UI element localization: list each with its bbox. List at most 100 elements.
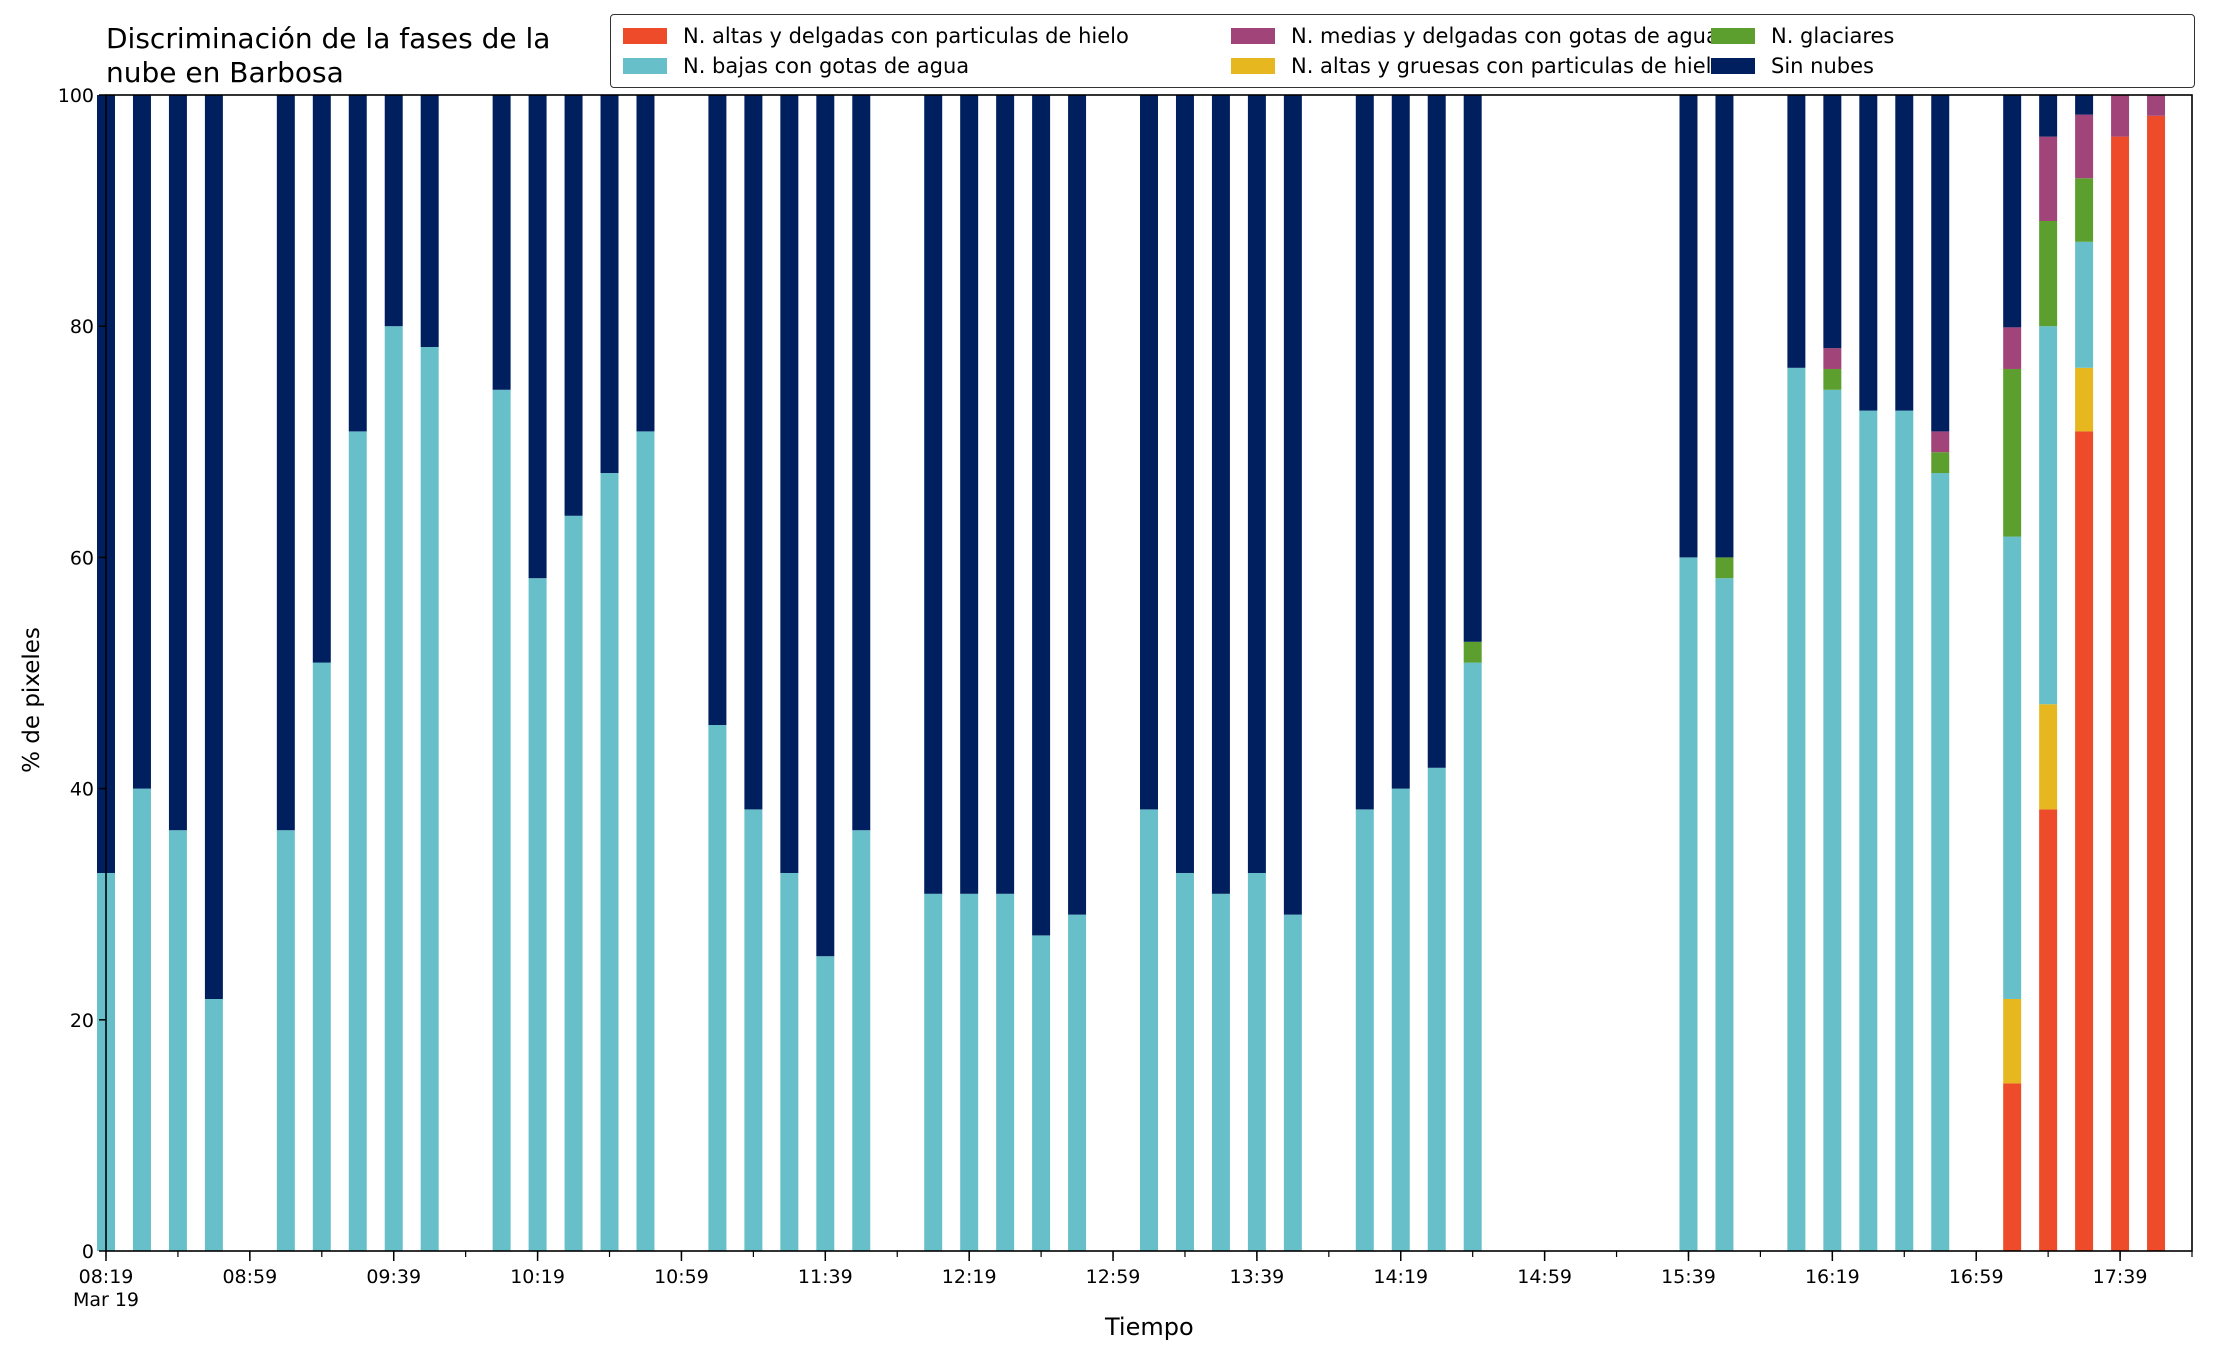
bar-segment-12-2: [600, 473, 619, 1252]
bar-segment-43-4: [2111, 95, 2130, 137]
bar-segment-35-2: [1787, 367, 1806, 1251]
bar-segment-37-5: [1859, 95, 1878, 411]
bar-segment-40-0: [2003, 1083, 2022, 1251]
x-tick-label-2: 09:39: [366, 1266, 421, 1288]
x-tick-label-8: 13:39: [1230, 1266, 1285, 1288]
legend-label-4: N. medias y delgadas con gotas de agua: [1291, 24, 1719, 48]
x-tick-label-1: 08:59: [222, 1266, 277, 1288]
bar-segment-41-5: [2039, 95, 2058, 137]
legend-item-5: Sin nubes: [1711, 54, 1874, 78]
bar-segment-42-1: [2075, 367, 2094, 432]
y-tick-label-2: 40: [70, 779, 94, 801]
bar-segment-36-3: [1823, 368, 1842, 390]
legend-swatch-4: [1231, 28, 1275, 44]
bar-segment-37-2: [1859, 410, 1878, 1251]
bar-segment-17-2: [816, 956, 835, 1251]
bar-segment-42-3: [2075, 178, 2094, 242]
bar-segment-7-5: [384, 95, 403, 327]
bar-segment-15-5: [744, 95, 763, 810]
bar-segment-8-5: [420, 95, 439, 348]
bar-segment-41-4: [2039, 136, 2058, 222]
bar-segment-18-5: [852, 95, 871, 831]
bar-segment-26-2: [1211, 893, 1230, 1251]
bar-segment-10-2: [528, 578, 547, 1251]
bar-segment-40-5: [2003, 95, 2022, 328]
bar-segment-34-2: [1715, 578, 1734, 1251]
bar-segment-18-2: [852, 830, 871, 1251]
bar-segment-30-2: [1391, 788, 1410, 1251]
bar-segment-13-2: [636, 431, 655, 1251]
legend-label-0: N. altas y delgadas con particulas de hi…: [683, 24, 1129, 48]
bar-segment-26-5: [1211, 95, 1230, 894]
bar-segment-24-2: [1140, 809, 1158, 1251]
x-tick-label-0: 08:19: [79, 1266, 134, 1288]
bar-segment-35-5: [1787, 95, 1806, 368]
bar-segment-44-4: [2147, 95, 2166, 116]
bar-segment-41-1: [2039, 704, 2058, 810]
bar-segment-40-4: [2003, 327, 2022, 369]
legend-item-1: N. altas y gruesas con particulas de hie…: [1231, 54, 1724, 78]
bar-segment-40-3: [2003, 368, 2022, 537]
bar-segment-33-2: [1679, 557, 1698, 1251]
x-axis-label: Tiempo: [1105, 1313, 1194, 1341]
x-tick-label-4: 10:59: [654, 1266, 709, 1288]
bar-segment-27-2: [1247, 872, 1266, 1251]
bar-segment-11-2: [564, 515, 583, 1251]
bar-segment-10-5: [528, 95, 547, 579]
legend-swatch-5: [1711, 58, 1755, 74]
bar-segment-19-2: [924, 893, 943, 1251]
bar-segment-21-2: [996, 893, 1015, 1251]
bar-segment-29-5: [1355, 95, 1374, 810]
bar-segment-16-5: [780, 95, 799, 873]
bar-segment-7-2: [384, 326, 403, 1251]
bar-segment-30-5: [1391, 95, 1410, 789]
bar-segment-3-5: [204, 95, 223, 999]
x-tick-label-10: 14:59: [1517, 1266, 1572, 1288]
bar-segment-39-2: [1931, 473, 1950, 1252]
bar-segment-40-2: [2003, 536, 2022, 999]
bar-segment-33-5: [1679, 95, 1698, 558]
x-tick-label-12: 16:19: [1805, 1266, 1860, 1288]
bar-segment-39-3: [1931, 452, 1950, 474]
y-tick-label-5: 100: [58, 85, 94, 107]
bar-segment-12-5: [600, 95, 619, 474]
bar-segment-25-2: [1175, 872, 1194, 1251]
bar-segment-22-5: [1032, 95, 1051, 936]
bar-segment-25-5: [1175, 95, 1194, 873]
bar-segment-32-3: [1463, 641, 1482, 663]
bar-segment-29-2: [1355, 809, 1374, 1251]
bar-segment-5-2: [312, 662, 331, 1251]
bar-segment-32-2: [1463, 662, 1482, 1251]
bar-segment-22-2: [1032, 935, 1051, 1251]
legend-swatch-0: [623, 28, 667, 44]
x-tick-label-3: 10:19: [510, 1266, 565, 1288]
legend-item-3: N. glaciares: [1711, 24, 1894, 48]
bar-segment-28-5: [1283, 95, 1302, 915]
bar-segment-6-5: [348, 95, 367, 432]
chart-legend: N. altas y delgadas con particulas de hi…: [610, 14, 2195, 88]
chart-title: Discriminación de la fases de la nube en…: [106, 22, 550, 90]
bar-segment-16-2: [780, 872, 799, 1251]
bar-segment-4-5: [276, 95, 295, 831]
bar-segment-9-5: [492, 95, 511, 390]
bar-segment-41-3: [2039, 221, 2058, 327]
y-tick-label-0: 0: [82, 1241, 94, 1263]
bar-segment-41-2: [2039, 326, 2058, 705]
bar-segment-6-2: [348, 431, 367, 1251]
bar-segment-8-2: [420, 347, 439, 1251]
legend-swatch-3: [1711, 28, 1755, 44]
x-tick-label-14: 17:39: [2093, 1266, 2148, 1288]
y-tick-label-4: 80: [70, 316, 94, 338]
bar-segment-42-4: [2075, 114, 2094, 179]
bar-segment-1-2: [132, 788, 151, 1251]
x-tick-label-9: 14:19: [1373, 1266, 1428, 1288]
legend-label-3: N. glaciares: [1771, 24, 1895, 48]
bar-segment-27-5: [1247, 95, 1266, 873]
x-tick-label-6: 12:19: [942, 1266, 997, 1288]
bar-segment-24-5: [1140, 95, 1158, 810]
bar-segment-19-5: [924, 95, 943, 894]
chart-title-line-1: Discriminación de la fases de la: [106, 22, 551, 55]
bar-segment-39-4: [1931, 431, 1950, 453]
bar-segment-39-5: [1931, 95, 1950, 432]
